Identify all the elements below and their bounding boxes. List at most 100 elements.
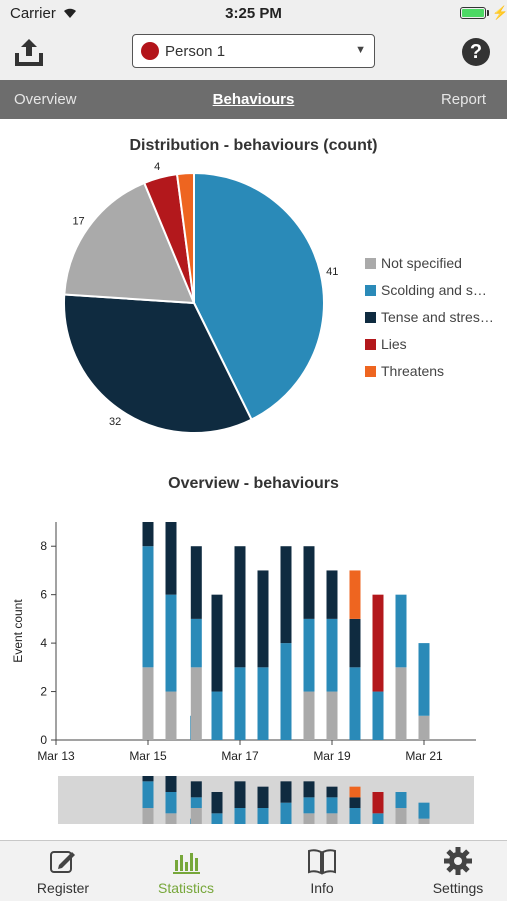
gear-icon xyxy=(444,847,472,875)
navigator-bar-segment xyxy=(349,808,361,824)
pie-slice-label: 4 xyxy=(154,161,160,173)
bar-segment xyxy=(418,715,430,740)
pie-slice-label: 41 xyxy=(326,266,338,278)
bar-segment xyxy=(349,570,361,619)
bar-segment xyxy=(211,594,223,692)
bottom-tab-label: Register xyxy=(36,880,90,896)
bar-segment xyxy=(303,546,315,619)
navigator-bar-segment xyxy=(165,776,177,792)
y-tick-label: 8 xyxy=(40,539,47,553)
person-select-value: Person 1 xyxy=(165,43,226,60)
navigator-bar-segment xyxy=(303,797,315,814)
segment-tabs: Overview Behaviours Report xyxy=(0,80,507,119)
bar-segment xyxy=(349,667,361,740)
pie-slice xyxy=(63,181,196,305)
navigator-bar-segment xyxy=(418,818,430,824)
bar-segment xyxy=(211,691,223,740)
navigator-bar-segment xyxy=(142,776,154,782)
navigator-bar-segment xyxy=(303,781,315,798)
legend-label: Threatens xyxy=(381,363,444,379)
bar-chart: 0 2 4 6 8 Event count Mar 13 Mar 15 Mar 17 Mar 19… xyxy=(11,522,476,824)
navigator-bar-segment xyxy=(190,781,202,798)
bar-segment xyxy=(234,667,246,740)
bar-segment xyxy=(349,618,361,668)
navigator-bar-segment xyxy=(142,781,154,808)
navigator-bar-segment xyxy=(165,792,177,814)
bar-segment xyxy=(165,594,177,692)
x-tick-label: Mar 13 xyxy=(37,749,75,763)
bar-segment xyxy=(257,570,269,668)
tab-report[interactable]: Report xyxy=(440,91,486,108)
bar-segment xyxy=(326,618,338,692)
bottom-tab-register[interactable]: Register xyxy=(0,841,126,901)
bottom-tab-statistics[interactable]: Statistics xyxy=(123,841,249,901)
navigator-bar-segment xyxy=(395,792,407,808)
navigator-bar-segment xyxy=(349,797,361,808)
person-color-dot xyxy=(141,42,159,60)
person-select[interactable]: Person 1 ▼ xyxy=(132,34,375,68)
pie-slice-label: 32 xyxy=(109,416,121,428)
bar-segment xyxy=(395,667,407,740)
legend-label: Tense and stres… xyxy=(381,309,494,325)
bar-segment xyxy=(280,643,292,740)
y-tick-label: 4 xyxy=(40,636,47,650)
x-tick-label: Mar 19 xyxy=(313,749,351,763)
carrier-label: Carrier xyxy=(10,5,56,22)
bar-segment xyxy=(280,546,292,644)
tab-overview[interactable]: Overview xyxy=(14,91,77,108)
pie-slice xyxy=(175,171,195,304)
navigator-bar-segment xyxy=(190,797,202,808)
navigator-bar-segment xyxy=(349,786,361,798)
clock: 3:25 PM xyxy=(225,5,282,22)
status-bar: Carrier 3:25 PM ⚡ xyxy=(0,0,507,28)
navigator-bar-segment xyxy=(326,786,338,798)
legend-swatch xyxy=(365,312,376,323)
navigator-bar-segment xyxy=(395,808,407,824)
legend-label: Not specified xyxy=(381,255,462,271)
navigator-bar-segment xyxy=(280,781,292,803)
legend-swatch xyxy=(365,366,376,377)
bottom-tab-settings[interactable]: Settings xyxy=(395,841,507,901)
bar-segment xyxy=(190,667,202,740)
help-icon[interactable]: ? xyxy=(462,38,490,66)
y-tick-label: 6 xyxy=(40,588,47,602)
bar-segment xyxy=(395,594,407,668)
tab-behaviours[interactable]: Behaviours xyxy=(212,91,295,108)
x-tick-label: Mar 17 xyxy=(221,749,259,763)
navigator-bar-segment xyxy=(257,786,269,808)
wifi-icon xyxy=(64,8,76,18)
navigator-bar-segment xyxy=(326,813,338,824)
navigator-bar-segment xyxy=(234,808,246,824)
navigator-bar-segment xyxy=(234,781,246,808)
bar-segment xyxy=(142,667,154,740)
navigator-bar-segment xyxy=(165,813,177,824)
navigator-bar-segment xyxy=(326,797,338,814)
navigator-bar-segment xyxy=(280,802,292,824)
pie-chart: 41 32 17 4 Not specified Scolding and s… Tense… xyxy=(63,161,494,434)
bar-segment xyxy=(303,691,315,740)
upload-icon[interactable] xyxy=(12,36,46,70)
pencil-icon xyxy=(50,851,75,873)
bottom-tab-label: Info xyxy=(310,880,334,896)
bar-segment xyxy=(234,546,246,668)
y-axis-label: Event count xyxy=(11,599,25,663)
bar-segment xyxy=(165,522,177,595)
bar-segment xyxy=(190,546,202,619)
bottom-tab-info[interactable]: Info xyxy=(259,841,385,901)
navigator-bar-segment xyxy=(211,792,223,814)
nav-bar: Person 1 ▼ ? xyxy=(0,28,507,80)
navigator-bar-segment xyxy=(303,813,315,824)
bar-segment xyxy=(418,643,430,716)
legend-swatch xyxy=(365,285,376,296)
legend-label: Scolding and s… xyxy=(381,282,487,298)
bar-segment xyxy=(257,667,269,740)
bar-segment xyxy=(372,594,384,692)
x-tick-label: Mar 21 xyxy=(405,749,443,763)
bottom-tab-label: Statistics xyxy=(157,880,214,896)
battery-tip xyxy=(487,10,489,16)
legend-label: Lies xyxy=(381,336,407,352)
battery-icon xyxy=(460,7,486,19)
navigator-bar-segment xyxy=(190,808,202,824)
bar-segment xyxy=(165,691,177,740)
pie-slice xyxy=(193,171,325,421)
